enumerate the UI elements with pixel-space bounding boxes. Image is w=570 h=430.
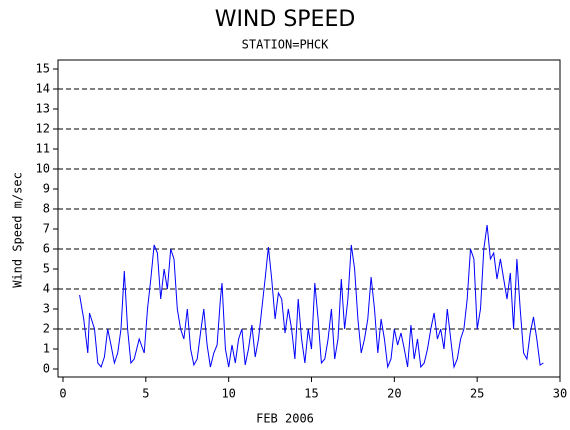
y-tick-label: 8: [43, 202, 50, 216]
chart-title: WIND SPEED: [215, 7, 356, 32]
y-tick-label: 0: [43, 362, 50, 376]
x-tick-label: 0: [59, 387, 66, 401]
x-tick-label: 25: [470, 387, 484, 401]
x-axis-label: FEB 2006: [256, 412, 314, 426]
data-line: [79, 224, 544, 369]
y-tick-label: 1: [43, 342, 50, 356]
y-tick-label: 11: [36, 142, 50, 156]
x-tick-label: 10: [221, 387, 235, 401]
y-tick-label: 10: [36, 162, 50, 176]
y-tick-label: 6: [43, 242, 50, 256]
x-tick-label: 5: [142, 387, 149, 401]
chart-subtitle: STATION=PHCK: [242, 38, 329, 52]
y-tick-label: 9: [43, 182, 50, 196]
x-tick-label: 15: [304, 387, 318, 401]
y-tick-label: 2: [43, 322, 50, 336]
plot-frame: [57, 59, 561, 378]
y-tick-label: 14: [36, 82, 50, 96]
y-tick-label: 7: [43, 222, 50, 236]
y-tick-label: 13: [36, 102, 50, 116]
y-tick-label: 5: [43, 262, 50, 276]
y-tick-label: 3: [43, 302, 50, 316]
y-tick-label: 4: [43, 282, 50, 296]
y-tick-label: 12: [36, 122, 50, 136]
x-tick-label: 30: [553, 387, 567, 401]
x-tick-label: 20: [387, 387, 401, 401]
y-tick-label: 15: [36, 62, 50, 76]
y-axis-label: Wind Speed m/sec: [11, 172, 25, 288]
